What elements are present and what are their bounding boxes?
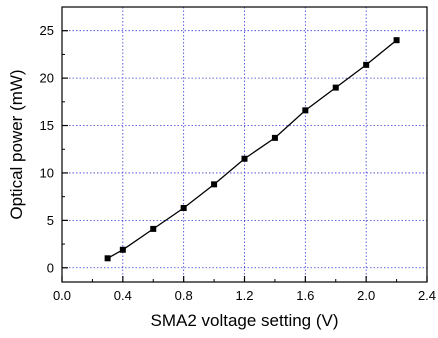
- y-axis-label: Optical power (mW): [7, 69, 26, 219]
- data-point-marker: [332, 84, 339, 91]
- y-tick-label: 10: [40, 165, 54, 180]
- x-tick-label: 1.2: [235, 288, 253, 303]
- x-tick-label: 2.0: [357, 288, 375, 303]
- data-point-marker: [363, 61, 370, 68]
- x-axis-label: SMA2 voltage setting (V): [150, 311, 338, 330]
- data-point-marker: [241, 155, 248, 162]
- tick-layer: 0.0 0.4 0.8 1.2 1.6 2.0 2.4 0 5 10 15 20 25: [40, 23, 437, 303]
- data-point-marker: [119, 246, 126, 253]
- y-tick-label: 15: [40, 118, 54, 133]
- data-point-marker: [393, 37, 400, 44]
- data-point-marker: [302, 107, 309, 114]
- grid-layer: [62, 7, 427, 282]
- data-point-marker: [150, 225, 157, 232]
- y-tick-label: 0: [47, 260, 54, 275]
- data-point-marker: [180, 205, 187, 212]
- x-tick-label: 1.6: [296, 288, 314, 303]
- data-point-marker: [211, 181, 218, 188]
- x-tick-label: 0.0: [53, 288, 71, 303]
- series-line: [107, 39, 397, 259]
- x-tick-label: 2.4: [418, 288, 436, 303]
- series-layer: [104, 37, 400, 262]
- y-tick-label: 25: [40, 23, 54, 38]
- x-tick-label: 0.4: [114, 288, 132, 303]
- y-tick-label: 20: [40, 71, 54, 86]
- data-point-marker: [271, 134, 278, 141]
- x-tick-label: 0.8: [175, 288, 193, 303]
- y-tick-label: 5: [47, 213, 54, 228]
- data-point-marker: [104, 255, 111, 262]
